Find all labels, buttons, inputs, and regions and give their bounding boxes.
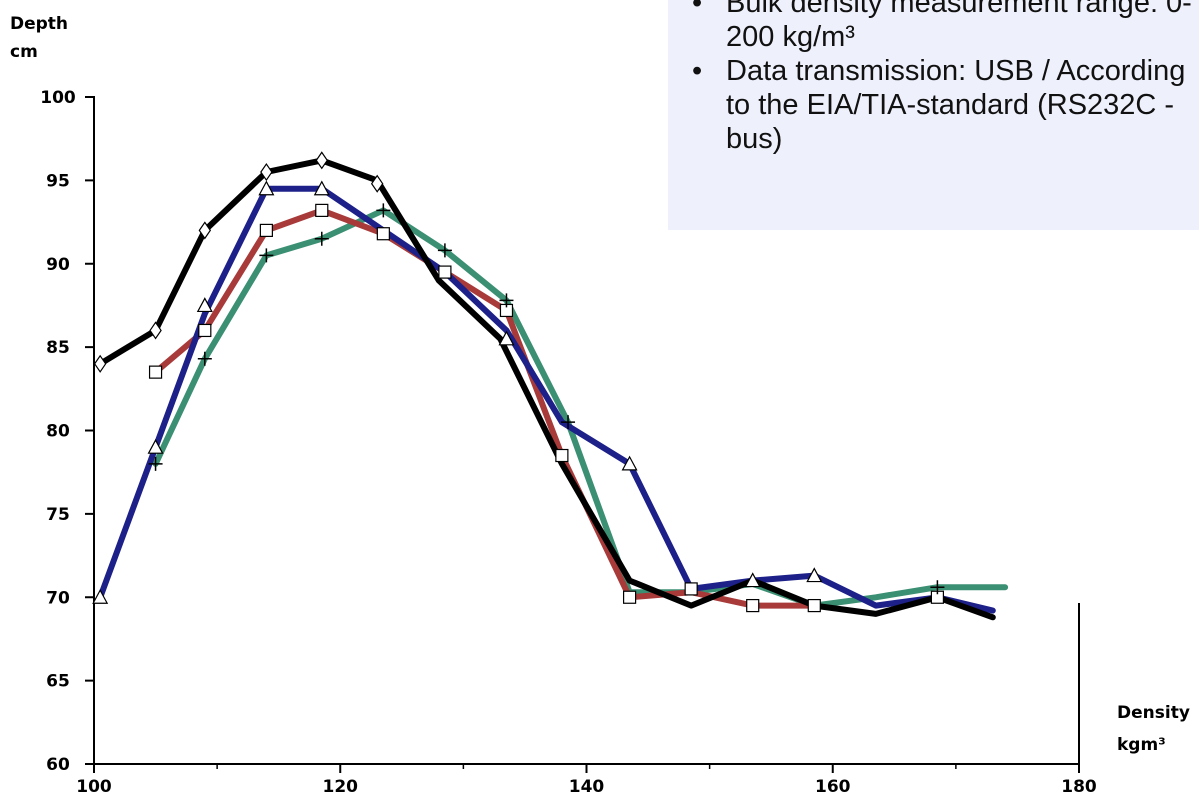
y-axis-title-line-1: Depth	[10, 14, 68, 34]
marker-diamond-1	[149, 321, 162, 340]
marker-triangle-4	[313, 180, 330, 196]
spec-note-data-transmission: Data transmission: USB / According to th…	[692, 54, 1199, 156]
marker-plus-5	[437, 243, 452, 258]
spec-note-density-range: Bulk density measurement range: 0-200 kg…	[692, 0, 1199, 54]
marker-diamond-4	[315, 151, 329, 170]
marker-triangle-1	[147, 438, 164, 454]
x-tick-label-160: 160	[815, 777, 851, 797]
marker-triangle-3	[258, 180, 275, 196]
series-line-square	[152, 207, 818, 609]
series-line-plus	[152, 207, 1009, 609]
series-line-diamond	[97, 157, 996, 621]
marker-square-7	[555, 448, 569, 463]
x-axis-title-line-2: kgm³	[1117, 735, 1166, 755]
marker-triangle-0	[92, 588, 109, 604]
marker-triangle-6	[621, 455, 638, 471]
x-tick-label-120: 120	[323, 777, 359, 797]
y-tick-label-75: 75	[46, 505, 70, 525]
marker-square-11	[807, 598, 821, 613]
marker-square-0	[148, 365, 163, 379]
y-tick-label-85: 85	[46, 338, 70, 358]
marker-plus-4	[376, 203, 391, 218]
series-markers	[92, 151, 945, 613]
marker-triangle-7	[744, 572, 761, 588]
marker-triangle-2	[196, 297, 213, 313]
marker-square-10	[746, 598, 760, 613]
tick-labels: 60 65 70 75 80 85 90 95 100 100 120 140 160 180	[40, 88, 1097, 797]
x-tick-label-140: 140	[569, 777, 605, 797]
y-axis-title-line-2: cm	[10, 42, 38, 62]
tick-marks	[85, 96, 1080, 773]
y-tick-label-65: 65	[46, 672, 70, 692]
x-tick-label-100: 100	[76, 777, 112, 797]
x-axis-title-line-1: Density	[1117, 703, 1190, 723]
marker-square-1	[198, 323, 212, 338]
marker-diamond-5	[370, 174, 384, 193]
marker-square-3	[315, 203, 329, 217]
y-tick-label-60: 60	[46, 755, 70, 775]
marker-square-4	[376, 227, 390, 241]
marker-square-2	[259, 223, 273, 237]
y-tick-label-80: 80	[46, 422, 70, 442]
series-line-triangle	[97, 185, 996, 614]
marker-diamond-0	[93, 354, 107, 373]
marker-triangle-8	[806, 567, 823, 583]
marker-plus-2	[259, 248, 274, 263]
y-tick-label-100: 100	[40, 88, 76, 108]
spec-notes-box: Bulk density measurement range: 0-200 kg…	[668, 0, 1199, 230]
marker-plus-8	[930, 580, 945, 595]
spec-notes-list: Bulk density measurement range: 0-200 kg…	[692, 0, 1199, 156]
marker-square-5	[438, 265, 452, 279]
marker-plus-6	[499, 293, 514, 308]
marker-plus-3	[314, 231, 329, 246]
y-tick-label-90: 90	[46, 255, 70, 275]
marker-diamond-3	[260, 162, 273, 182]
marker-plus-1	[197, 351, 212, 366]
marker-plus-0	[148, 456, 163, 471]
marker-diamond-2	[198, 221, 212, 240]
marker-triangle-5	[498, 330, 515, 346]
x-tick-label-180: 180	[1061, 777, 1097, 797]
y-tick-label-70: 70	[46, 588, 70, 608]
marker-square-9	[684, 582, 698, 596]
y-tick-label-95: 95	[46, 171, 70, 191]
marker-square-8	[622, 590, 637, 604]
marker-plus-7	[561, 415, 576, 430]
